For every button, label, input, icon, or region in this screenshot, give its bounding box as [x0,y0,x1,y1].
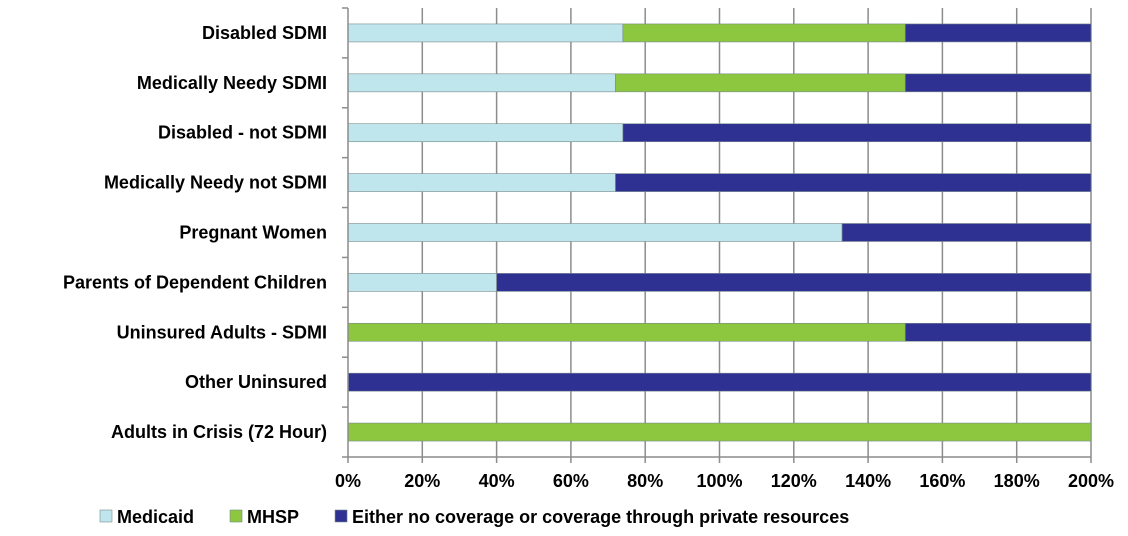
bar-either-no-coverage-o-pregnant-women [841,223,1092,242]
category-label: Parents of Dependent Children [63,272,327,292]
bar-mhsp-medically-needy-sdmi [615,73,906,93]
legend-label: Either no coverage or coverage through p… [352,507,849,527]
bar-medicaid-medically-needy-not-sdmi [347,173,616,192]
x-tick-label: 160% [919,471,965,491]
x-tick-label: 120% [771,471,817,491]
category-labels: Disabled SDMI Medically Needy SDMI Disable… [63,23,327,442]
category-label: Medically Needy SDMI [137,73,327,93]
bar-medicaid-pregnant-women [347,223,843,242]
x-tick-label: 100% [696,471,742,491]
legend-label: Medicaid [117,507,194,527]
legend-swatch [99,509,113,523]
category-label: Disabled - not SDMI [158,123,327,143]
bar-either-no-coverage-o-medically-needy-not-sdmi [615,173,1092,192]
category-label: Uninsured Adults - SDMI [117,322,327,342]
bar-medicaid-parents-of-dependent-children [347,273,497,292]
legend-swatch [229,509,243,523]
bar-either-no-coverage-o-disabled-not-sdmi [622,123,1092,143]
legend: Medicaid MHSP Either no coverage or covera… [99,507,849,527]
bar-medicaid-medically-needy-sdmi [347,73,616,93]
x-tick-label: 80% [627,471,663,491]
bar-mhsp-uninsured-adults-sdmi [347,322,906,342]
legend-swatch [334,509,348,523]
x-tick-label: 180% [994,471,1040,491]
category-label: Disabled SDMI [202,23,327,43]
x-tick-label: 40% [479,471,515,491]
x-tick-labels: 0% 20% 40% 60% 80% 100% 120% 140% 160% 180% 200% [335,471,1114,491]
bar-mhsp-disabled-sdmi [622,23,906,43]
x-tick-label: 140% [845,471,891,491]
x-tick-label: 200% [1068,471,1114,491]
legend-label: MHSP [247,507,299,527]
x-tick-label: 0% [335,471,361,491]
bars [347,23,1092,442]
bar-either-no-coverage-o-medically-needy-sdmi [904,73,1092,93]
bar-mhsp-adults-in-crisis-72-hour [347,422,1092,442]
bar-medicaid-disabled-sdmi [347,23,624,43]
bar-either-no-coverage-o-other-uninsured [347,372,1092,392]
x-tick-label: 60% [553,471,589,491]
bar-medicaid-disabled-not-sdmi [347,123,624,143]
category-label: Adults in Crisis (72 Hour) [111,422,327,442]
axes [342,7,1092,463]
bar-either-no-coverage-o-disabled-sdmi [904,23,1092,43]
bar-either-no-coverage-o-parents-of-dependent-children [496,273,1092,292]
category-label: Pregnant Women [179,223,327,243]
category-label: Other Uninsured [185,372,327,392]
x-tick-label: 20% [404,471,440,491]
bar-either-no-coverage-o-uninsured-adults-sdmi [904,322,1092,342]
category-label: Medically Needy not SDMI [104,173,327,193]
